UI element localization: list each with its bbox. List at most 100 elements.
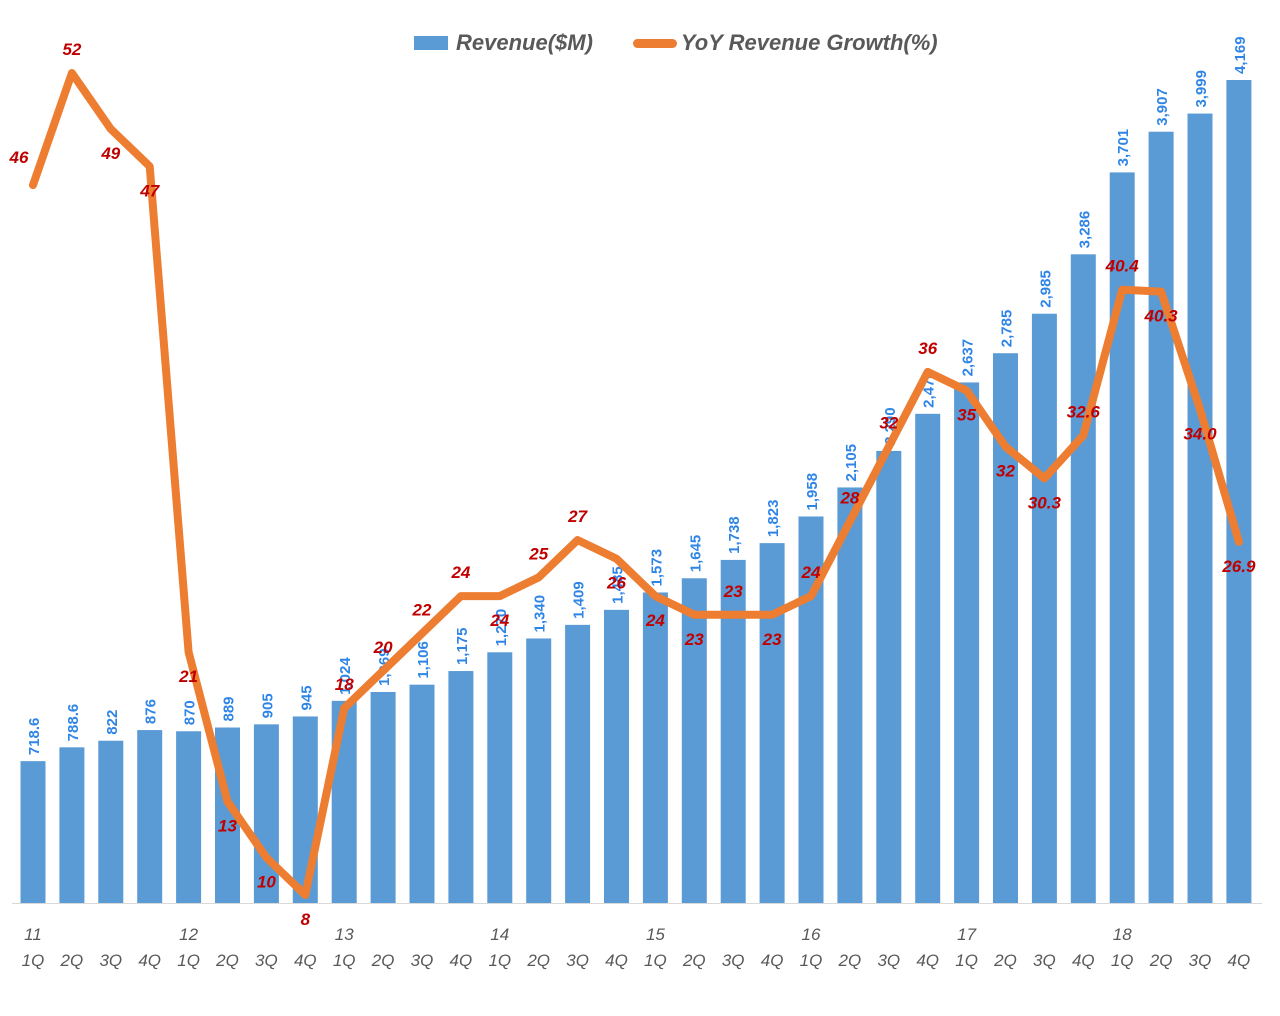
x-tick-label-quarter: 1Q [22, 951, 45, 970]
growth-data-label: 24 [489, 611, 509, 630]
growth-data-label: 20 [373, 638, 393, 657]
x-tick-label-quarter: 1Q [644, 951, 667, 970]
growth-data-label: 46 [9, 148, 29, 167]
revenue-data-label: 945 [298, 685, 315, 710]
growth-data-label: 21 [178, 667, 198, 686]
growth-data-label: 32 [996, 462, 1015, 481]
revenue-data-label: 1,573 [648, 549, 665, 587]
x-tick-label-quarter: 1Q [333, 951, 356, 970]
revenue-bar [915, 413, 941, 903]
revenue-data-label: 3,701 [1115, 129, 1132, 167]
x-tick-label-year: 17 [957, 925, 976, 944]
revenue-data-label: 889 [221, 696, 238, 721]
x-tick-label-quarter: 1Q [488, 951, 511, 970]
x-tick-label-quarter: 2Q [1149, 951, 1173, 970]
x-tick-label-year: 16 [802, 925, 821, 944]
growth-data-label: 30.3 [1028, 493, 1062, 512]
growth-line [29, 69, 1243, 899]
revenue-bar [176, 731, 202, 903]
revenue-data-label: 3,999 [1193, 70, 1210, 108]
growth-data-label: 22 [412, 600, 432, 619]
x-tick-label-quarter: 3Q [99, 951, 122, 970]
growth-data-label: 49 [100, 144, 120, 163]
legend-label-growth: YoY Revenue Growth(%) [680, 30, 938, 55]
revenue-bar [59, 747, 85, 903]
revenue-data-label: 1,340 [532, 595, 549, 633]
revenue-bar [604, 609, 629, 903]
revenue-data-label: 2,785 [999, 310, 1016, 348]
growth-data-label: 24 [645, 611, 665, 630]
revenue-bar [1109, 172, 1135, 903]
revenue-data-label: 718.6 [26, 718, 43, 756]
revenue-data-label: 1,175 [454, 627, 471, 665]
revenue-data-label: 1,738 [726, 516, 743, 554]
revenue-data-label: 1,958 [804, 473, 821, 511]
revenue-data-label: 1,106 [415, 641, 432, 679]
growth-data-label: 26 [606, 574, 626, 593]
x-tick-label-quarter: 1Q [955, 951, 978, 970]
x-tick-label-quarter: 2Q [371, 951, 395, 970]
x-tick-label-quarter: 3Q [255, 951, 278, 970]
growth-data-label: 8 [301, 910, 311, 929]
revenue-bar [20, 761, 46, 903]
revenue-bar [954, 382, 980, 903]
x-tick-label-quarter: 3Q [1033, 951, 1056, 970]
revenue-bar [409, 684, 435, 903]
growth-data-label: 27 [567, 507, 588, 526]
revenue-bar [1148, 131, 1174, 903]
growth-data-label: 28 [839, 488, 859, 507]
x-tick-label-year: 15 [646, 925, 665, 944]
revenue-data-label: 2,985 [1037, 270, 1054, 308]
revenue-bar [565, 624, 591, 903]
growth-data-label: 23 [762, 630, 782, 649]
revenue-data-label: 4,169 [1232, 36, 1249, 74]
x-tick-label-quarter: 2Q [60, 951, 84, 970]
legend-swatch-growth [632, 38, 677, 48]
revenue-data-label: 870 [182, 700, 199, 725]
x-tick-label-year: 18 [1113, 925, 1132, 944]
x-tick-label-quarter: 4Q [450, 951, 473, 970]
growth-data-label: 23 [684, 630, 704, 649]
revenue-data-label: 1,270 [493, 609, 510, 647]
revenue-data-label: 2,637 [960, 339, 977, 377]
revenue-bar [253, 724, 279, 903]
revenue-bar [759, 543, 785, 903]
x-tick-label-quarter: 4Q [761, 951, 784, 970]
x-tick-label-year: 11 [24, 925, 42, 944]
revenue-bar [642, 592, 668, 903]
revenue-bar [1070, 254, 1096, 903]
growth-data-label: 10 [257, 873, 276, 892]
growth-data-label: 24 [450, 563, 470, 582]
x-tick-label-quarter: 3Q [722, 951, 745, 970]
revenue-bar [1187, 113, 1213, 903]
growth-data-label: 36 [918, 339, 937, 358]
x-tick-label-year: 14 [490, 925, 509, 944]
revenue-data-label: 1,024 [337, 657, 354, 695]
legend-swatch-revenue [414, 36, 448, 50]
growth-data-label: 52 [62, 40, 81, 59]
revenue-bar [526, 638, 552, 903]
x-tick-label-quarter: 3Q [411, 951, 434, 970]
revenue-bar [837, 487, 863, 903]
growth-data-label: 23 [723, 582, 743, 601]
revenue-bar [448, 671, 474, 903]
legend-item-revenue[interactable]: Revenue($M) [414, 30, 593, 56]
legend-item-growth[interactable]: YoY Revenue Growth(%) [632, 30, 938, 56]
x-tick-label-quarter: 4Q [916, 951, 939, 970]
x-tick-label-quarter: 4Q [138, 951, 161, 970]
revenue-bar [681, 578, 707, 903]
x-tick-label-quarter: 3Q [1189, 951, 1212, 970]
revenue-data-label: 2,105 [843, 444, 860, 482]
revenue-data-label: 788.6 [65, 704, 82, 742]
growth-data-label: 35 [957, 406, 976, 425]
revenue-bar [487, 652, 513, 903]
legend-label-revenue: Revenue($M) [456, 30, 593, 55]
growth-data-label: 24 [801, 563, 821, 582]
x-tick-label-quarter: 2Q [838, 951, 862, 970]
revenue-bar [137, 730, 163, 903]
revenue-bar [370, 691, 396, 903]
revenue-data-label: 876 [143, 699, 160, 724]
revenue-bar [876, 450, 902, 903]
x-tick-label-quarter: 3Q [877, 951, 900, 970]
x-tick-label-year: 13 [335, 925, 354, 944]
